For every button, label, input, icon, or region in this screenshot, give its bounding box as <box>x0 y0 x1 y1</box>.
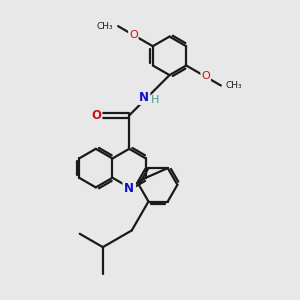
Text: N: N <box>124 182 134 195</box>
Text: H: H <box>151 95 159 105</box>
Text: O: O <box>91 109 101 122</box>
Text: O: O <box>201 71 210 81</box>
Text: O: O <box>129 30 138 40</box>
Text: CH₃: CH₃ <box>226 81 242 90</box>
Text: N: N <box>139 91 149 104</box>
Text: CH₃: CH₃ <box>97 22 113 31</box>
